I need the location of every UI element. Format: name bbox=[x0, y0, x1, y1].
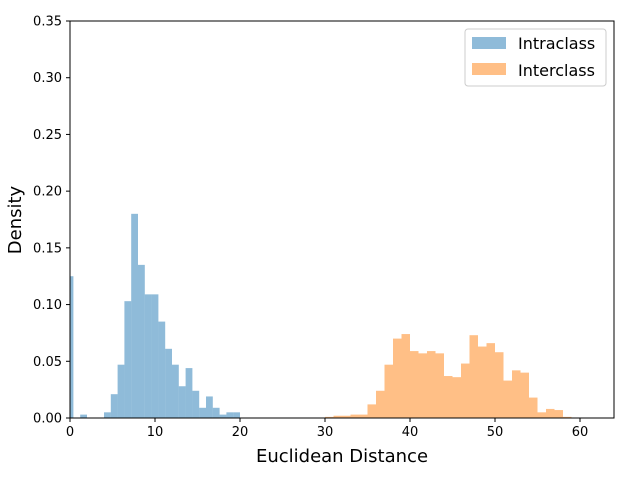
bar-interclass-5 bbox=[367, 404, 376, 418]
bar-interclass-24 bbox=[529, 397, 538, 418]
bar-interclass-3 bbox=[350, 414, 359, 418]
bar-intraclass-1 bbox=[80, 414, 87, 418]
legend-swatch-interclass bbox=[472, 63, 506, 75]
bar-interclass-8 bbox=[393, 338, 402, 418]
bar-interclass-12 bbox=[427, 351, 436, 418]
bar-intraclass-14 bbox=[185, 368, 193, 418]
bar-interclass-19 bbox=[486, 343, 495, 418]
bar-intraclass-19 bbox=[219, 414, 227, 418]
x-tick-label: 10 bbox=[147, 425, 164, 440]
bar-interclass-0 bbox=[325, 416, 334, 418]
y-tick-label: 0.00 bbox=[33, 412, 62, 427]
legend: Intraclass Interclass bbox=[464, 28, 607, 87]
x-tick-label: 60 bbox=[572, 425, 589, 440]
x-axis-title: Euclidean Distance bbox=[256, 446, 428, 467]
bar-intraclass-3 bbox=[110, 394, 118, 418]
x-tick-label: 50 bbox=[487, 425, 504, 440]
x-tick-label: 0 bbox=[66, 425, 74, 440]
bar-intraclass-6 bbox=[131, 213, 138, 418]
plot-frame bbox=[69, 20, 615, 419]
bar-interclass-27 bbox=[554, 410, 563, 418]
bar-intraclass-21 bbox=[233, 412, 240, 418]
y-axis-title: Density bbox=[5, 185, 26, 254]
bar-interclass-1 bbox=[333, 415, 342, 418]
bar-interclass-17 bbox=[469, 335, 478, 418]
bar-intraclass-11 bbox=[165, 348, 172, 418]
bar-intraclass-0 bbox=[70, 276, 74, 418]
bar-interclass-22 bbox=[512, 370, 521, 418]
bar-interclass-26 bbox=[546, 408, 555, 418]
bar-interclass-18 bbox=[478, 346, 487, 418]
bar-interclass-11 bbox=[418, 353, 427, 418]
bar-intraclass-16 bbox=[199, 407, 206, 418]
bar-intraclass-12 bbox=[172, 364, 179, 418]
bar-interclass-4 bbox=[359, 414, 368, 418]
bar-intraclass-20 bbox=[226, 412, 234, 418]
legend-label-interclass: Interclass bbox=[518, 61, 595, 80]
y-tick-label: 0.35 bbox=[33, 15, 62, 30]
bar-interclass-20 bbox=[495, 352, 504, 418]
bar-interclass-15 bbox=[452, 377, 461, 418]
bar-interclass-7 bbox=[384, 364, 393, 418]
bar-intraclass-2 bbox=[104, 412, 111, 418]
x-tick-label: 40 bbox=[402, 425, 419, 440]
bar-interclass-10 bbox=[410, 351, 419, 418]
y-tick-label: 0.30 bbox=[33, 71, 62, 86]
bar-interclass-2 bbox=[342, 415, 351, 418]
bar-interclass-6 bbox=[376, 390, 385, 418]
y-tick-label: 0.05 bbox=[33, 355, 62, 370]
bar-interclass-21 bbox=[503, 380, 512, 418]
x-tick-label: 20 bbox=[232, 425, 249, 440]
bar-intraclass-10 bbox=[158, 321, 166, 418]
bar-interclass-16 bbox=[461, 363, 470, 418]
bar-intraclass-7 bbox=[138, 264, 145, 418]
bar-interclass-25 bbox=[537, 412, 546, 418]
bar-intraclass-15 bbox=[192, 390, 200, 418]
bar-intraclass-13 bbox=[178, 386, 186, 418]
bar-interclass-23 bbox=[520, 372, 529, 418]
y-tick-label: 0.25 bbox=[33, 128, 62, 143]
bar-interclass-13 bbox=[435, 353, 444, 418]
bar-interclass-9 bbox=[401, 334, 410, 418]
bar-intraclass-4 bbox=[117, 364, 125, 418]
y-tick-label: 0.20 bbox=[33, 185, 62, 200]
legend-label-intraclass: Intraclass bbox=[518, 34, 595, 53]
y-tick-label: 0.15 bbox=[33, 241, 62, 256]
bar-intraclass-17 bbox=[206, 396, 213, 418]
bar-interclass-28 bbox=[563, 416, 572, 418]
x-tick-label: 30 bbox=[317, 425, 334, 440]
bar-intraclass-5 bbox=[124, 301, 132, 418]
bar-intraclass-18 bbox=[212, 407, 220, 418]
axes-layer bbox=[69, 20, 615, 419]
y-tick-label: 0.10 bbox=[33, 298, 62, 313]
bar-intraclass-9 bbox=[151, 294, 159, 418]
ticks-layer: 0 10 20 30 40 50 60 0.00 0.05 0.10 0.15 0.20 0.25 0.3… bbox=[33, 15, 588, 441]
bar-interclass-14 bbox=[444, 376, 453, 418]
legend-swatch-intraclass bbox=[472, 37, 506, 49]
bars-layer bbox=[70, 213, 572, 418]
bar-intraclass-8 bbox=[144, 294, 152, 418]
